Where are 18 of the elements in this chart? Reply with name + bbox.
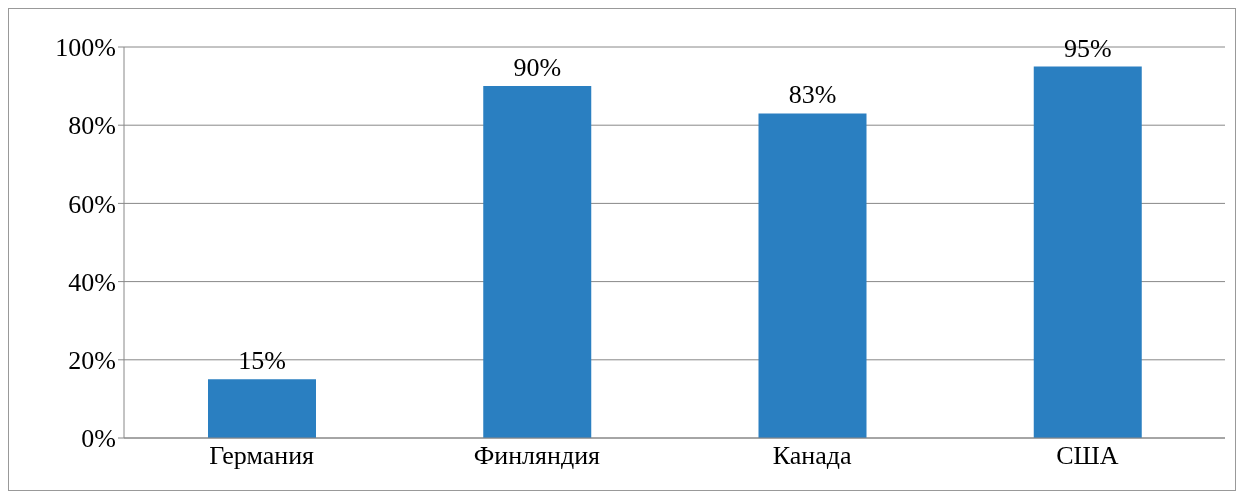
x-tick-label: Канада — [772, 441, 852, 471]
data-label: 15% — [238, 346, 286, 376]
x-tick-label: США — [1056, 441, 1119, 471]
bar — [483, 86, 592, 438]
y-tick-label: 0% — [81, 424, 116, 454]
data-label: 95% — [1063, 33, 1112, 63]
bar — [208, 379, 316, 438]
y-tick-label: 40% — [68, 267, 116, 297]
data-label: 90% — [513, 53, 562, 83]
x-tick-label: Германия — [209, 441, 315, 471]
y-tick-label: 80% — [68, 111, 116, 141]
y-tick-label: 20% — [68, 346, 116, 376]
y-tick-label: 100% — [55, 33, 116, 63]
y-tick-label: 60% — [68, 189, 116, 219]
bar — [758, 113, 867, 438]
bar — [1033, 66, 1142, 438]
data-label: 83% — [788, 80, 837, 110]
x-tick-label: Финляндия — [473, 441, 601, 471]
